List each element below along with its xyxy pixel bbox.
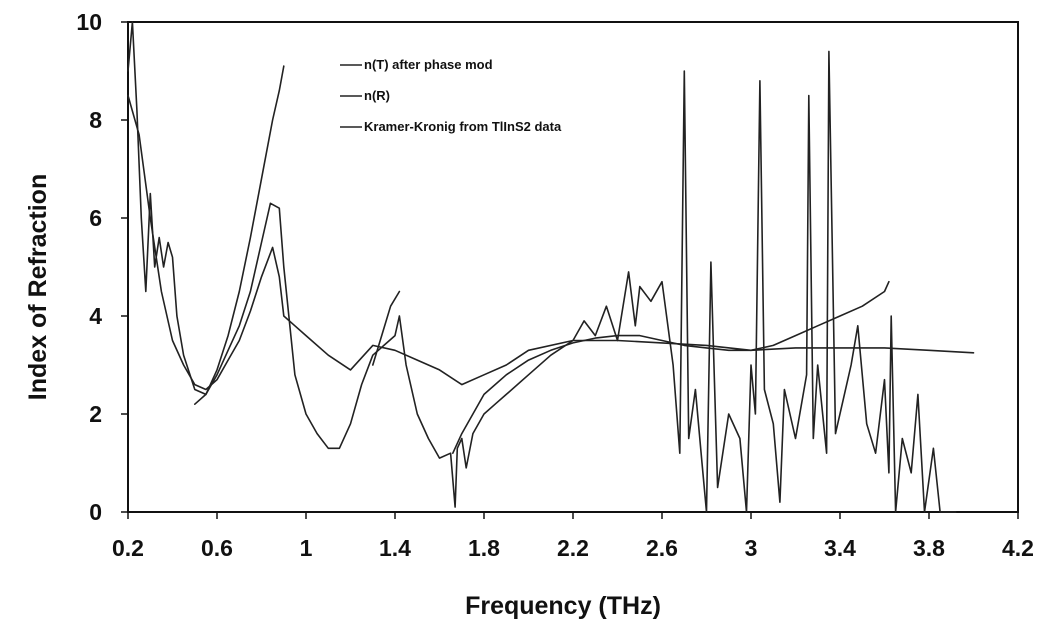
x-tick-label: 1.4 xyxy=(379,535,411,561)
y-tick-label: 0 xyxy=(89,499,102,525)
x-axis-ticks: 0.2 0.6 1 1.4 1.8 2.2 2.6 3 3.4 3.8 4.2 xyxy=(112,512,1034,561)
x-tick-label: 0.6 xyxy=(201,535,233,561)
legend-label: n(T) after phase mod xyxy=(364,57,493,72)
plot-area xyxy=(127,21,1019,513)
series-kramer-kronig xyxy=(127,94,975,391)
plot-frame xyxy=(127,21,1019,513)
y-tick-label: 10 xyxy=(76,9,102,35)
y-tick-label: 8 xyxy=(89,107,102,133)
y-axis-label: Index of Refraction xyxy=(24,174,52,400)
x-tick-label: 2.2 xyxy=(557,535,589,561)
legend-label: Kramer-Kronig from TlInS2 data xyxy=(364,119,562,134)
x-tick-label: 0.2 xyxy=(112,535,144,561)
x-tick-label: 1.8 xyxy=(468,535,500,561)
legend: n(T) after phase mod n(R) Kramer-Kronig fr… xyxy=(340,57,562,134)
series-lines xyxy=(127,21,975,513)
x-tick-label: 2.6 xyxy=(646,535,678,561)
y-tick-label: 6 xyxy=(89,205,102,231)
x-axis-label: Frequency (THz) xyxy=(465,592,661,620)
x-tick-label: 1 xyxy=(300,535,313,561)
y-axis-ticks: 0 2 4 6 8 10 xyxy=(76,9,128,525)
x-tick-label: 3 xyxy=(745,535,758,561)
x-tick-label: 4.2 xyxy=(1002,535,1034,561)
y-tick-label: 2 xyxy=(89,401,102,427)
legend-label: n(R) xyxy=(364,88,390,103)
series-n-r xyxy=(127,21,957,513)
x-tick-label: 3.8 xyxy=(913,535,945,561)
y-tick-label: 4 xyxy=(89,303,102,329)
x-tick-label: 3.4 xyxy=(824,535,856,561)
